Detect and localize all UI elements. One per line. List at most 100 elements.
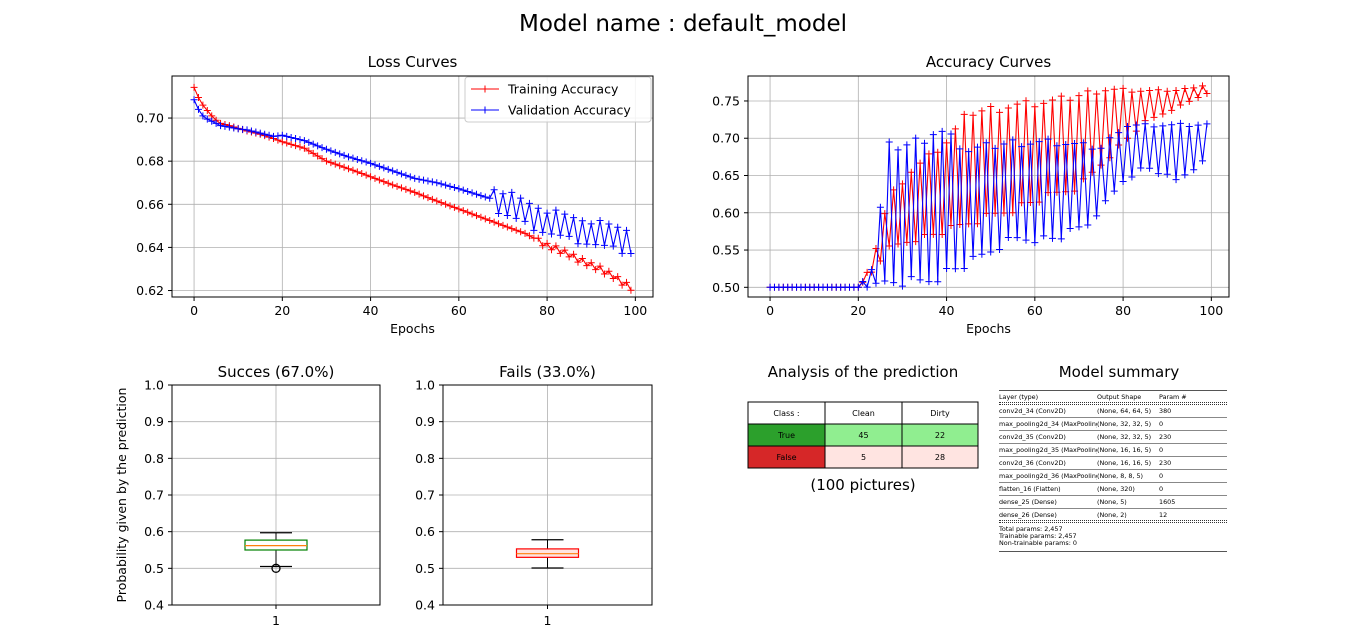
data-point bbox=[358, 169, 366, 177]
data-point bbox=[353, 155, 361, 163]
data-point bbox=[539, 228, 547, 236]
summary-layer-name: conv2d_36 (Conv2D) bbox=[999, 460, 1066, 467]
data-point bbox=[495, 220, 503, 228]
data-point bbox=[618, 249, 626, 257]
data-point bbox=[490, 218, 498, 226]
x-tick-label: 20 bbox=[850, 303, 866, 318]
data-point bbox=[996, 246, 1004, 254]
data-point bbox=[1013, 234, 1021, 242]
data-point bbox=[384, 165, 392, 173]
summary-layer-row: max_pooling2d_35 (MaxPooling (None, 16, 1… bbox=[999, 447, 1227, 454]
data-point bbox=[1040, 232, 1048, 240]
data-point bbox=[1181, 171, 1189, 179]
data-point bbox=[552, 242, 560, 250]
y-tick-label: 0.55 bbox=[712, 243, 740, 258]
x-tick-label: 40 bbox=[363, 303, 379, 318]
data-point bbox=[534, 234, 542, 242]
data-point bbox=[1203, 90, 1211, 98]
data-point bbox=[450, 203, 458, 211]
data-point bbox=[358, 157, 366, 165]
y-tick-label: 0.60 bbox=[712, 205, 740, 220]
table-cell-value: 22 bbox=[935, 431, 945, 440]
data-point bbox=[1066, 96, 1074, 104]
data-point bbox=[1146, 87, 1154, 95]
summary-rule bbox=[999, 508, 1227, 509]
data-point bbox=[314, 142, 322, 150]
x-tick-label: 100 bbox=[623, 303, 647, 318]
data-point bbox=[556, 231, 564, 239]
data-point bbox=[1146, 164, 1154, 172]
summary-rule bbox=[999, 456, 1227, 457]
data-point bbox=[1088, 145, 1096, 153]
data-point bbox=[903, 141, 911, 149]
data-point bbox=[1176, 119, 1184, 127]
data-point bbox=[477, 192, 485, 200]
summary-rule bbox=[999, 495, 1227, 496]
table-cell-value: 5 bbox=[861, 453, 866, 462]
chart-title: Loss Curves bbox=[368, 53, 458, 71]
summary-output-shape: (None, 32, 32, 5) bbox=[1097, 434, 1152, 441]
data-point bbox=[570, 250, 578, 258]
data-point bbox=[1031, 239, 1039, 247]
data-point bbox=[375, 176, 383, 184]
summary-layer-row: conv2d_36 (Conv2D) (None, 16, 16, 5) 230 bbox=[999, 460, 1227, 467]
data-point bbox=[1137, 87, 1145, 95]
data-point bbox=[1159, 110, 1167, 118]
data-point bbox=[503, 212, 511, 219]
data-point bbox=[331, 148, 339, 156]
data-point bbox=[243, 126, 251, 134]
x-axis-label: Epochs bbox=[966, 321, 1011, 336]
table-cell-value: 28 bbox=[935, 453, 945, 462]
data-point bbox=[296, 136, 304, 144]
data-point bbox=[446, 182, 454, 190]
data-point bbox=[499, 221, 507, 229]
data-point bbox=[1106, 134, 1114, 142]
data-point bbox=[318, 155, 326, 163]
chart-title: Fails (33.0%) bbox=[499, 363, 596, 381]
summary-layer-row: flatten_16 (Flatten) (None, 320) 0 bbox=[999, 486, 1227, 493]
data-point bbox=[969, 111, 977, 119]
fails-boxplot: Fails (33.0%) 0.4 0.5 0.6 0.7 0.8 0.9 1.0 1 bbox=[415, 363, 653, 628]
data-point bbox=[300, 144, 308, 152]
data-point bbox=[565, 232, 573, 240]
summary-param-count: 0 bbox=[1159, 420, 1164, 428]
data-point bbox=[1163, 170, 1171, 178]
data-point bbox=[938, 231, 946, 239]
data-point bbox=[415, 190, 423, 198]
data-point bbox=[283, 139, 291, 147]
table-title: Analysis of the prediction bbox=[768, 363, 958, 381]
data-point bbox=[230, 124, 238, 132]
data-point bbox=[592, 266, 600, 274]
y-tick-label: 0.62 bbox=[136, 283, 164, 298]
model-summary-text: Layer (type) Output Shape Param # conv2d… bbox=[999, 388, 1227, 555]
data-point bbox=[402, 171, 410, 179]
summary-header-layer: Layer (type) bbox=[999, 394, 1039, 401]
data-point bbox=[1088, 168, 1096, 176]
data-point bbox=[570, 214, 578, 222]
data-point bbox=[495, 209, 503, 217]
data-point bbox=[389, 181, 397, 189]
data-point bbox=[239, 125, 247, 133]
x-tick-label: 0 bbox=[766, 303, 774, 318]
data-point bbox=[1031, 103, 1039, 111]
data-point bbox=[1194, 93, 1202, 101]
summary-layer-row: dense_26 (Dense) (None, 2) 12 bbox=[999, 512, 1227, 519]
data-point bbox=[565, 253, 573, 261]
data-point bbox=[929, 131, 937, 139]
data-point bbox=[517, 194, 525, 202]
data-point bbox=[890, 279, 898, 287]
data-point bbox=[605, 220, 613, 228]
summary-param-count: 230 bbox=[1159, 433, 1172, 441]
data-point bbox=[1093, 90, 1101, 98]
data-point bbox=[583, 240, 591, 248]
data-point bbox=[203, 106, 211, 114]
plot-frame bbox=[171, 384, 381, 606]
summary-layer-name: max_pooling2d_36 (MaxPooling bbox=[999, 473, 1097, 480]
data-point bbox=[548, 246, 556, 254]
prediction-table: Analysis of the prediction Class : Clean Di… bbox=[747, 363, 979, 494]
data-point bbox=[605, 267, 613, 275]
data-point bbox=[371, 174, 379, 182]
y-tick-label: 0.6 bbox=[415, 524, 435, 539]
data-point bbox=[623, 226, 631, 234]
data-point bbox=[327, 159, 335, 167]
